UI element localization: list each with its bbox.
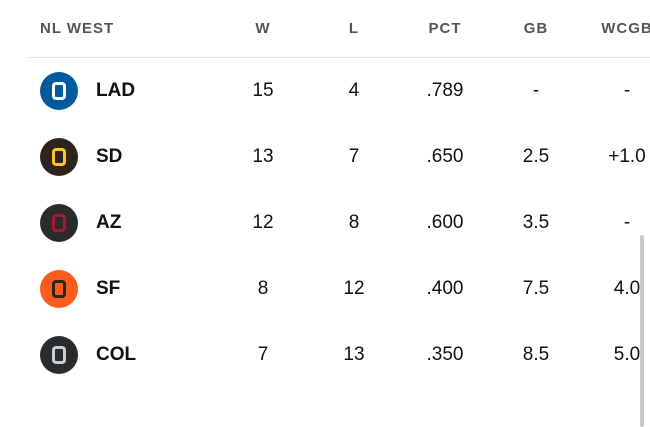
stat-cell: 13 bbox=[343, 344, 365, 365]
team-logo bbox=[40, 336, 78, 374]
team-name: SD bbox=[96, 146, 123, 167]
stat-cell: 3.5 bbox=[522, 212, 550, 233]
stat-cell: - bbox=[532, 80, 540, 101]
scrollbar bbox=[640, 235, 644, 427]
team-name: AZ bbox=[96, 212, 122, 233]
column-header: WCGB bbox=[601, 20, 650, 37]
team-logo bbox=[40, 204, 78, 242]
stat-cell: 7 bbox=[257, 344, 269, 365]
stat-cell: .789 bbox=[426, 80, 464, 101]
logo-mark bbox=[52, 346, 66, 364]
column-header: W bbox=[255, 20, 271, 37]
column-header: L bbox=[348, 20, 360, 37]
team-logo bbox=[40, 270, 78, 308]
team-logo bbox=[40, 72, 78, 110]
stat-cell: 8 bbox=[257, 278, 269, 299]
team-name: COL bbox=[96, 344, 137, 365]
column-header: GB bbox=[523, 20, 549, 37]
team-name: LAD bbox=[96, 80, 136, 101]
stat-cell: 12 bbox=[252, 212, 274, 233]
logo-mark bbox=[52, 148, 66, 166]
logo-mark bbox=[52, 82, 66, 100]
logo-mark bbox=[52, 214, 66, 232]
stat-cell: .400 bbox=[426, 278, 464, 299]
stat-cell: .350 bbox=[426, 344, 464, 365]
stat-cell: 2.5 bbox=[522, 146, 550, 167]
stat-cell: 4.0 bbox=[613, 278, 641, 299]
stat-cell: 5.0 bbox=[613, 344, 641, 365]
logo-mark bbox=[52, 280, 66, 298]
stat-cell: 7 bbox=[348, 146, 360, 167]
stat-cell: +1.0 bbox=[608, 146, 646, 167]
stat-cell: 15 bbox=[252, 80, 274, 101]
stat-cell: .650 bbox=[426, 146, 464, 167]
header-rule bbox=[28, 57, 650, 58]
stat-cell: 12 bbox=[343, 278, 365, 299]
stat-cell: 13 bbox=[252, 146, 274, 167]
column-header: PCT bbox=[428, 20, 462, 37]
stat-cell: 8 bbox=[348, 212, 360, 233]
stat-cell: 4 bbox=[348, 80, 360, 101]
stat-cell: 8.5 bbox=[522, 344, 550, 365]
stat-cell: 7.5 bbox=[522, 278, 550, 299]
team-logo bbox=[40, 138, 78, 176]
stat-cell: - bbox=[623, 212, 631, 233]
stat-cell: - bbox=[623, 80, 631, 101]
column-header: NL WEST bbox=[40, 20, 115, 37]
stat-cell: .600 bbox=[426, 212, 464, 233]
team-name: SF bbox=[96, 278, 121, 299]
